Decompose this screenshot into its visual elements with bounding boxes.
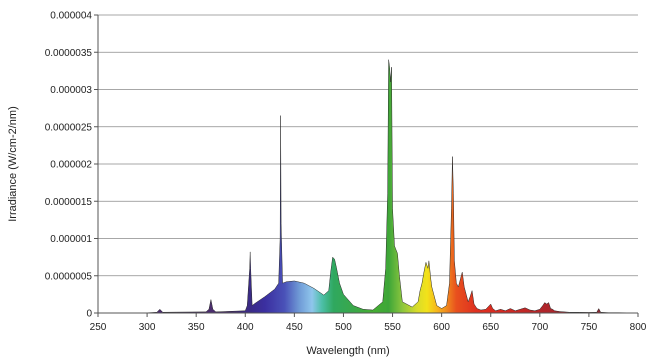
y-tick-label: 0.000004 (50, 11, 92, 22)
x-tick-label: 350 (188, 322, 205, 333)
grid-lines (98, 14, 638, 314)
y-tick-label: 0.0000005 (45, 271, 93, 282)
y-tick-label: 0.000001 (50, 234, 92, 245)
x-tick-label: 300 (139, 322, 156, 333)
y-tick-label: 0.0000025 (45, 122, 93, 133)
x-tick-label: 700 (531, 322, 548, 333)
y-tick-label: 0.0000015 (45, 197, 93, 208)
spectrum-area-path (97, 59, 639, 314)
y-axis-title: Irradiance (W/cm-2/nm) (7, 106, 19, 222)
x-tick-label: 750 (581, 322, 598, 333)
x-tick-labels: 250 300 350 400 450 500 550 600 650 700 750 800 (90, 313, 647, 333)
y-tick-label: 0.000003 (50, 85, 92, 96)
x-tick-label: 800 (630, 322, 647, 333)
x-tick-label: 550 (384, 322, 401, 333)
x-tick-label: 400 (237, 322, 254, 333)
spectrum-area (97, 59, 639, 314)
x-tick-label: 600 (433, 322, 450, 333)
x-tick-label: 500 (335, 322, 352, 333)
y-tick-labels: 0 0.0000005 0.000001 0.0000015 0.000002 0.000… (45, 11, 98, 320)
x-tick-label: 650 (482, 322, 499, 333)
y-tick-label: 0 (86, 309, 92, 320)
x-tick-label: 250 (90, 322, 107, 333)
y-tick-label: 0.000002 (50, 160, 92, 171)
x-tick-label: 450 (286, 322, 303, 333)
y-tick-label: 0.0000035 (45, 48, 93, 59)
x-axis-title: Wavelength (nm) (306, 345, 389, 357)
